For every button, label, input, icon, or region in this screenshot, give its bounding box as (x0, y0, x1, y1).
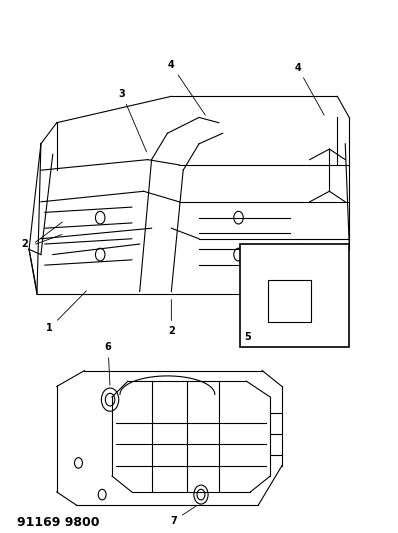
Text: 4: 4 (295, 62, 324, 115)
Text: 1: 1 (46, 291, 86, 334)
Text: 4: 4 (168, 60, 205, 115)
Text: 6: 6 (105, 342, 111, 385)
Text: 91169 9800: 91169 9800 (17, 516, 100, 529)
Bar (268, 279, 311, 322)
Text: 5: 5 (244, 332, 251, 342)
Text: 2: 2 (168, 300, 175, 336)
Text: 2: 2 (22, 239, 29, 249)
Bar (240, 244, 349, 347)
Text: 7: 7 (170, 506, 197, 526)
Text: 3: 3 (119, 89, 146, 152)
